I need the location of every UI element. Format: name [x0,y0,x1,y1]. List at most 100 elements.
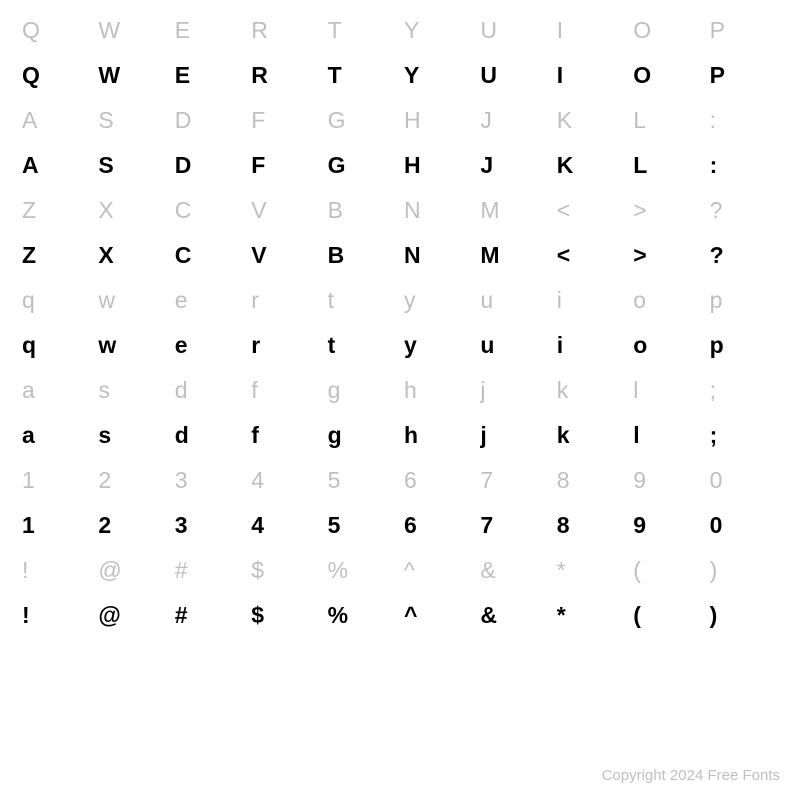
glyph-cell: V [247,197,323,224]
glyph-cell: f [247,377,323,404]
glyph-cell: G [324,107,400,134]
glyph-cell: Q [18,17,94,44]
glyph-cell: w [94,332,170,359]
glyph-cell: * [553,602,629,629]
glyph-cell: P [706,62,782,89]
glyph-cell: S [94,152,170,179]
glyph-cell: ) [706,557,782,584]
glyph-cell: k [553,377,629,404]
glyph-cell: W [94,17,170,44]
glyph-cell: q [18,287,94,314]
glyph-cell: y [400,287,476,314]
glyph-cell: i [553,332,629,359]
glyph-cell: g [324,377,400,404]
glyph-cell: 9 [629,512,705,539]
glyph-cell: # [171,602,247,629]
glyph-cell: * [553,557,629,584]
glyph-cell: S [94,107,170,134]
glyph-cell: L [629,107,705,134]
glyph-cell: $ [247,557,323,584]
glyph-cell: t [324,332,400,359]
glyph-cell: l [629,422,705,449]
glyph-cell: J [476,152,552,179]
glyph-cell: T [324,17,400,44]
specimen-row: !@#$%^&*() [18,593,782,638]
specimen-row: ASDFGHJKL: [18,98,782,143]
glyph-cell: f [247,422,323,449]
specimen-row: QWERTYUIOP [18,8,782,53]
glyph-cell: p [706,287,782,314]
glyph-cell: M [476,242,552,269]
glyph-cell: < [553,197,629,224]
glyph-cell: y [400,332,476,359]
glyph-cell: U [476,62,552,89]
glyph-cell: # [171,557,247,584]
glyph-cell: 4 [247,467,323,494]
glyph-cell: L [629,152,705,179]
glyph-cell: B [324,197,400,224]
glyph-cell: r [247,332,323,359]
glyph-cell: i [553,287,629,314]
specimen-row: qwertyuiop [18,278,782,323]
glyph-cell: 6 [400,512,476,539]
glyph-cell: s [94,377,170,404]
glyph-cell: & [476,602,552,629]
glyph-cell: o [629,332,705,359]
glyph-cell: I [553,62,629,89]
glyph-cell: q [18,332,94,359]
glyph-cell: : [706,152,782,179]
glyph-cell: u [476,287,552,314]
glyph-cell: e [171,287,247,314]
glyph-cell: 3 [171,512,247,539]
glyph-cell: 5 [324,467,400,494]
glyph-cell: a [18,377,94,404]
glyph-cell: % [324,557,400,584]
glyph-cell: 6 [400,467,476,494]
glyph-cell: U [476,17,552,44]
glyph-cell: ^ [400,602,476,629]
glyph-cell: R [247,62,323,89]
glyph-cell: ! [18,557,94,584]
glyph-cell: N [400,242,476,269]
glyph-cell: X [94,242,170,269]
glyph-cell: : [706,107,782,134]
glyph-cell: l [629,377,705,404]
glyph-cell: J [476,107,552,134]
glyph-cell: C [171,242,247,269]
glyph-cell: > [629,197,705,224]
glyph-cell: E [171,62,247,89]
glyph-cell: ? [706,197,782,224]
glyph-cell: A [18,152,94,179]
glyph-cell: X [94,197,170,224]
glyph-cell: Q [18,62,94,89]
glyph-cell: I [553,17,629,44]
glyph-cell: 1 [18,467,94,494]
glyph-cell: D [171,152,247,179]
glyph-cell: 7 [476,512,552,539]
specimen-row: ASDFGHJKL: [18,143,782,188]
specimen-row: 1234567890 [18,503,782,548]
glyph-cell: k [553,422,629,449]
glyph-cell: d [171,377,247,404]
glyph-cell: 0 [706,512,782,539]
glyph-cell: 9 [629,467,705,494]
glyph-cell: ; [706,422,782,449]
glyph-cell: d [171,422,247,449]
glyph-cell: 8 [553,512,629,539]
glyph-cell: % [324,602,400,629]
glyph-cell: H [400,152,476,179]
glyph-cell: E [171,17,247,44]
glyph-cell: ( [629,557,705,584]
glyph-cell: e [171,332,247,359]
glyph-cell: ( [629,602,705,629]
glyph-cell: O [629,17,705,44]
specimen-row: ZXCVBNM<>? [18,188,782,233]
glyph-cell: M [476,197,552,224]
glyph-cell: 2 [94,512,170,539]
glyph-cell: ? [706,242,782,269]
glyph-cell: W [94,62,170,89]
glyph-cell: Y [400,62,476,89]
glyph-cell: @ [94,557,170,584]
glyph-cell: 0 [706,467,782,494]
glyph-cell: a [18,422,94,449]
